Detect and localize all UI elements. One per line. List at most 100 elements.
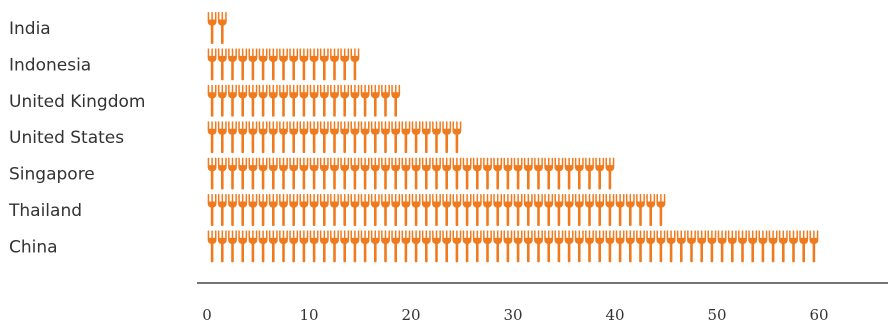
fork-icon xyxy=(411,121,421,154)
fork-icon xyxy=(279,121,288,154)
fork-icon xyxy=(248,84,258,117)
fork-icon xyxy=(503,194,513,226)
fork-icon xyxy=(238,194,248,226)
fork-icon xyxy=(748,230,758,263)
fork-icon xyxy=(319,48,329,81)
fork-icon xyxy=(340,121,350,154)
fork-icon xyxy=(330,230,339,263)
fork-icon xyxy=(299,230,309,263)
fork-icon xyxy=(462,230,472,263)
fork-icon xyxy=(554,194,564,226)
fork-icon xyxy=(544,194,554,226)
fork-icon xyxy=(707,230,717,263)
fork-icon xyxy=(727,230,737,263)
fork-icon xyxy=(268,48,278,81)
fork-icon xyxy=(207,48,217,81)
fork-icon xyxy=(646,230,656,263)
fork-icon xyxy=(248,121,258,154)
fork-icon xyxy=(778,230,788,263)
fork-icon xyxy=(228,157,237,190)
fork-icon xyxy=(432,194,441,226)
fork-icon xyxy=(595,157,605,190)
fork-icon xyxy=(615,230,625,263)
fork-icon xyxy=(309,194,319,226)
fork-icon xyxy=(217,121,227,154)
x-tick-label: 0 xyxy=(202,306,212,323)
fork-icon xyxy=(309,48,319,81)
fork-icon xyxy=(442,121,452,154)
fork-icon xyxy=(289,230,299,263)
fork-icon xyxy=(207,12,217,44)
fork-icon xyxy=(483,157,492,190)
category-label-india: India xyxy=(9,19,51,39)
fork-icon xyxy=(523,194,533,226)
pictograph-rows xyxy=(207,12,819,263)
fork-icon xyxy=(799,230,809,263)
fork-icon xyxy=(625,194,635,226)
bar-thailand xyxy=(207,194,666,226)
fork-icon xyxy=(717,230,727,263)
fork-icon xyxy=(370,157,380,190)
fork-icon xyxy=(401,194,411,226)
fork-icon xyxy=(523,157,533,190)
fork-icon xyxy=(381,230,390,263)
fork-icon xyxy=(452,157,462,190)
fork-icon xyxy=(258,157,268,190)
fork-icon xyxy=(391,194,401,226)
fork-icon xyxy=(258,230,268,263)
fork-icon xyxy=(330,48,339,81)
x-tick-label: 20 xyxy=(401,306,420,323)
fork-icon xyxy=(595,230,605,263)
fork-icon xyxy=(442,157,452,190)
fork-icon xyxy=(544,157,554,190)
fork-icon xyxy=(442,194,452,226)
fork-icon xyxy=(289,121,299,154)
fork-icon xyxy=(258,121,268,154)
category-labels: India Indonesia United Kingdom United State… xyxy=(8,19,145,257)
fork-icon xyxy=(268,84,278,117)
fork-icon xyxy=(523,230,533,263)
fork-icon xyxy=(421,194,431,226)
fork-icon xyxy=(340,157,350,190)
fork-icon xyxy=(493,194,503,226)
fork-icon xyxy=(350,157,360,190)
fork-icon xyxy=(360,230,370,263)
fork-icon xyxy=(636,194,645,226)
fork-icon xyxy=(493,230,503,263)
bar-united-states xyxy=(207,121,462,154)
fork-icon xyxy=(330,194,339,226)
fork-icon xyxy=(299,194,309,226)
fork-icon xyxy=(442,230,452,263)
bar-singapore xyxy=(207,157,615,190)
fork-icon xyxy=(238,230,248,263)
fork-icon xyxy=(381,157,390,190)
fork-icon xyxy=(534,194,543,226)
fork-icon xyxy=(401,230,411,263)
fork-icon xyxy=(289,157,299,190)
fork-icon xyxy=(411,194,421,226)
fork-icon xyxy=(472,157,482,190)
fork-icon xyxy=(421,121,431,154)
fork-icon xyxy=(401,121,411,154)
fork-icon xyxy=(421,230,431,263)
fork-icon xyxy=(299,48,309,81)
category-label-united-states: United States xyxy=(9,128,124,148)
fork-icon xyxy=(319,84,329,117)
fork-icon xyxy=(258,194,268,226)
fork-icon xyxy=(544,230,554,263)
fork-icon xyxy=(432,157,441,190)
fork-icon xyxy=(238,121,248,154)
fork-icon xyxy=(340,48,350,81)
fork-icon xyxy=(513,194,523,226)
fork-icon xyxy=(279,230,288,263)
fork-icon xyxy=(503,230,513,263)
fork-icon xyxy=(279,157,288,190)
fork-icon xyxy=(350,230,360,263)
fork-icon xyxy=(268,230,278,263)
fork-icon xyxy=(279,84,288,117)
fork-icon xyxy=(319,157,329,190)
fork-icon xyxy=(330,121,339,154)
fork-icon xyxy=(309,121,319,154)
bar-china xyxy=(207,230,819,263)
fork-icon xyxy=(564,194,574,226)
